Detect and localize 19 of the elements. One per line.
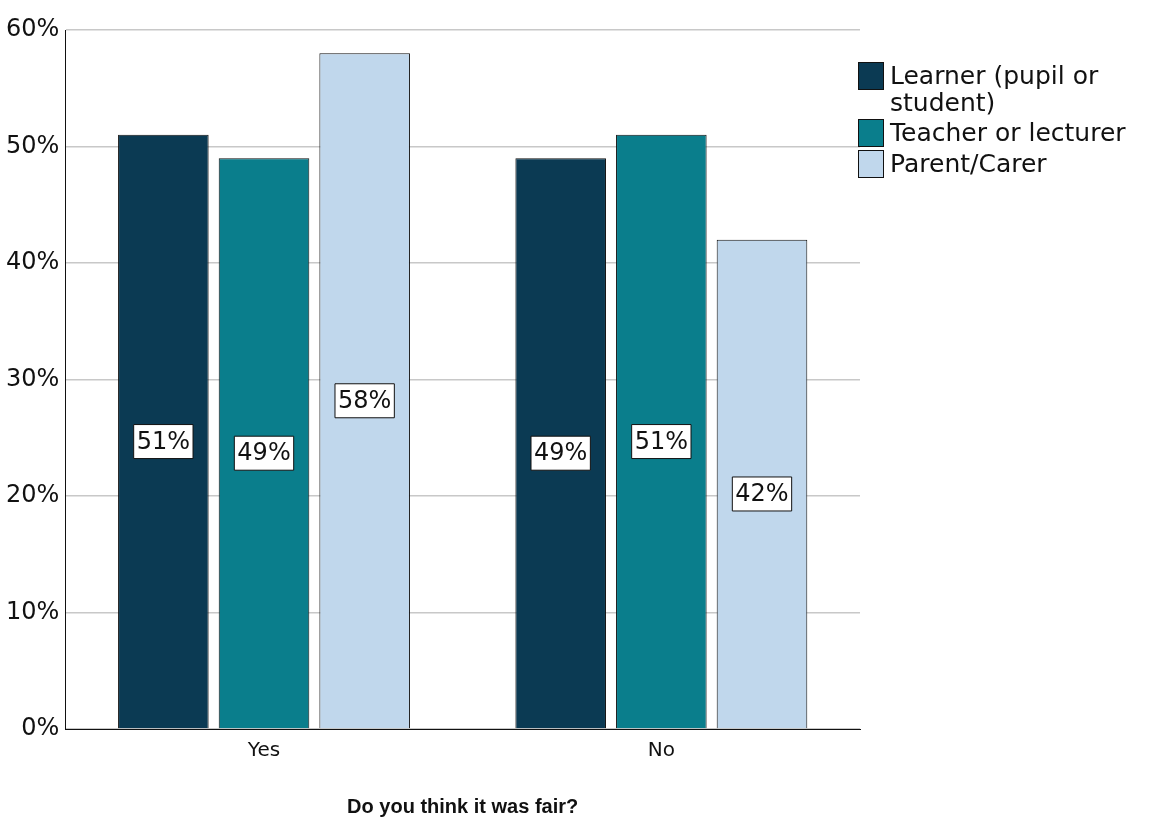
legend-label: Parent/Carer <box>890 149 1047 178</box>
data-label: 49% <box>534 438 588 467</box>
x-tick-label: Yes <box>246 737 281 762</box>
legend-label: Teacher or lecturer <box>890 118 1126 147</box>
y-tick-label: 20% <box>6 480 60 509</box>
y-tick-label: 40% <box>6 247 60 276</box>
y-tick-label: 0% <box>21 713 60 742</box>
x-tick-label: No <box>647 737 675 762</box>
x-axis-title: Do you think it was fair? <box>347 794 579 817</box>
data-label: 51% <box>634 426 689 455</box>
y-tick-label: 60% <box>6 14 60 43</box>
data-label: 58% <box>337 386 392 415</box>
data-label: 51% <box>136 426 191 455</box>
data-label: 49% <box>237 438 291 467</box>
data-label: 42% <box>735 479 789 508</box>
y-tick-label: 10% <box>6 596 60 625</box>
y-tick-label: 50% <box>6 130 60 159</box>
y-tick-label: 30% <box>6 363 60 392</box>
legend-label: Learner (pupil or student) <box>890 61 1100 117</box>
